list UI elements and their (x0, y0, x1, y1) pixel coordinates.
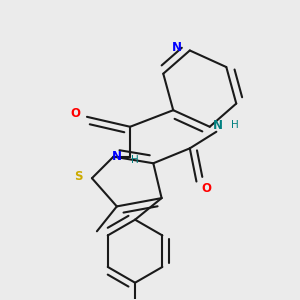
Text: N: N (172, 40, 182, 54)
Text: N: N (213, 118, 223, 132)
Text: O: O (70, 107, 80, 120)
Text: N: N (112, 150, 122, 163)
Text: S: S (74, 170, 83, 183)
Text: O: O (201, 182, 212, 195)
Text: H: H (231, 120, 239, 130)
Text: H: H (131, 155, 139, 165)
